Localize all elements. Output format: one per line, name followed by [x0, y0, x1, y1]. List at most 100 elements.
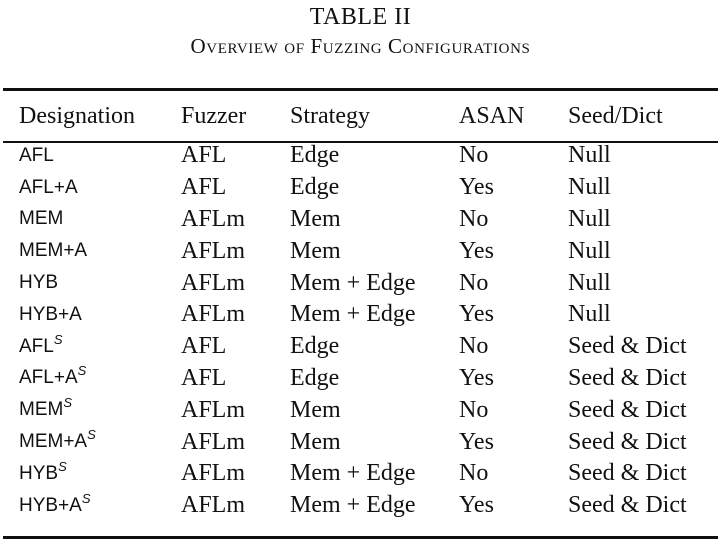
table-row: HYB+A AFLm Mem + Edge Yes Null	[0, 299, 721, 331]
strategy-cell: Mem + Edge	[290, 492, 416, 519]
designation-cell: AFL+AS	[0, 363, 181, 395]
top-rule	[3, 88, 718, 91]
fuzzer-cell: AFL	[181, 174, 227, 201]
seed-dict-cell: Seed & Dict	[568, 428, 687, 455]
asan-cell: Yes	[459, 492, 494, 519]
seed-dict-cell: Seed & Dict	[568, 333, 687, 360]
seed-dict-cell: Seed & Dict	[568, 364, 687, 391]
designation-text: MEM	[19, 399, 64, 421]
strategy-cell: Edge	[290, 333, 340, 360]
fuzzer-cell: AFL	[181, 142, 227, 169]
asan-cell: No	[459, 460, 489, 487]
designation-text: MEM	[19, 208, 64, 230]
header-rule	[3, 141, 718, 143]
designation-text: MEM+A	[19, 240, 88, 262]
table-body: AFL AFL Edge No Null AFL+A AFL Edge Yes Null MEM AF…	[0, 140, 721, 522]
fuzzer-cell: AFLm	[181, 269, 246, 296]
asan-cell: No	[459, 205, 489, 232]
designation-superscript: S	[87, 427, 96, 443]
designation-cell: HYB+AS	[0, 490, 181, 522]
strategy-cell: Mem + Edge	[290, 269, 416, 296]
designation-text: HYB+A	[19, 303, 82, 325]
table-row: AFL AFL Edge No Null	[0, 140, 721, 172]
seed-dict-cell: Null	[568, 301, 611, 328]
table-row: HYB AFLm Mem + Edge No Null	[0, 267, 721, 299]
column-header-fuzzer: Fuzzer	[181, 102, 247, 129]
column-header-seed-dict: Seed/Dict	[568, 102, 663, 129]
strategy-cell: Mem + Edge	[290, 301, 416, 328]
strategy-cell: Mem	[290, 396, 341, 423]
seed-dict-cell: Null	[568, 174, 611, 201]
asan-cell: No	[459, 142, 489, 169]
column-header-designation: Designation	[19, 102, 135, 129]
fuzzer-cell: AFLm	[181, 460, 246, 487]
table-row: MEMS AFLm Mem No Seed & Dict	[0, 394, 721, 426]
designation-superscript: S	[53, 331, 63, 347]
strategy-cell: Edge	[290, 142, 340, 169]
designation-text: HYB	[19, 462, 59, 484]
designation-cell: MEM+A	[0, 235, 181, 267]
designation-superscript: S	[77, 363, 87, 379]
seed-dict-cell: Null	[568, 269, 611, 296]
table-row: MEM+AS AFLm Mem Yes Seed & Dict	[0, 426, 721, 458]
table-title: Overview of Fuzzing Configurations	[190, 34, 531, 58]
designation-text: HYB	[19, 272, 59, 294]
seed-dict-cell: Seed & Dict	[568, 396, 687, 423]
designation-cell: MEMS	[0, 394, 181, 426]
designation-text: AFL+A	[19, 176, 78, 198]
designation-text: AFL	[19, 144, 54, 166]
fuzzer-cell: AFLm	[181, 492, 246, 519]
bottom-rule	[3, 536, 718, 539]
fuzzer-cell: AFL	[181, 364, 227, 391]
designation-text: MEM+A	[19, 431, 88, 453]
asan-cell: Yes	[459, 174, 494, 201]
fuzzer-cell: AFLm	[181, 205, 246, 232]
fuzzer-cell: AFL	[181, 333, 227, 360]
asan-cell: Yes	[459, 301, 494, 328]
fuzzer-cell: AFLm	[181, 396, 246, 423]
strategy-cell: Mem + Edge	[290, 460, 416, 487]
strategy-cell: Mem	[290, 205, 341, 232]
table-row: AFL+A AFL Edge Yes Null	[0, 172, 721, 204]
seed-dict-cell: Null	[568, 142, 611, 169]
fuzzer-cell: AFLm	[181, 428, 246, 455]
fuzzing-configurations-table: Designation Fuzzer Strategy ASAN Seed/Di…	[0, 92, 721, 522]
designation-text: AFL+A	[19, 367, 78, 389]
strategy-cell: Mem	[290, 237, 341, 264]
table-row: MEM AFLm Mem No Null	[0, 204, 721, 236]
table-row: AFL+AS AFL Edge Yes Seed & Dict	[0, 363, 721, 395]
strategy-cell: Edge	[290, 174, 340, 201]
designation-superscript: S	[58, 458, 67, 474]
asan-cell: Yes	[459, 428, 494, 455]
column-header-strategy: Strategy	[290, 102, 370, 129]
seed-dict-cell: Null	[568, 205, 611, 232]
designation-cell: MEM	[0, 204, 181, 236]
designation-superscript: S	[81, 490, 91, 506]
column-header-asan: ASAN	[459, 102, 525, 129]
fuzzer-cell: AFLm	[181, 301, 246, 328]
seed-dict-cell: Seed & Dict	[568, 460, 687, 487]
table-row: HYB+AS AFLm Mem + Edge Yes Seed & Dict	[0, 490, 721, 522]
table-row: HYBS AFLm Mem + Edge No Seed & Dict	[0, 458, 721, 490]
seed-dict-cell: Null	[568, 237, 611, 264]
designation-cell: HYB+A	[0, 299, 181, 331]
asan-cell: Yes	[459, 364, 494, 391]
designation-cell: AFL+A	[0, 172, 181, 204]
asan-cell: No	[459, 269, 489, 296]
strategy-cell: Edge	[290, 364, 340, 391]
asan-cell: No	[459, 333, 489, 360]
designation-cell: AFLS	[0, 331, 181, 363]
designation-cell: HYBS	[0, 458, 181, 490]
asan-cell: Yes	[459, 237, 494, 264]
designation-cell: MEM+AS	[0, 426, 181, 458]
strategy-cell: Mem	[290, 428, 341, 455]
designation-cell: AFL	[0, 140, 181, 172]
designation-cell: HYB	[0, 267, 181, 299]
table-row: MEM+A AFLm Mem Yes Null	[0, 235, 721, 267]
fuzzer-cell: AFLm	[181, 237, 246, 264]
designation-superscript: S	[63, 395, 72, 411]
table-row: AFLS AFL Edge No Seed & Dict	[0, 331, 721, 363]
seed-dict-cell: Seed & Dict	[568, 492, 687, 519]
designation-text: HYB+A	[19, 494, 82, 516]
table-label: TABLE II	[309, 4, 412, 30]
